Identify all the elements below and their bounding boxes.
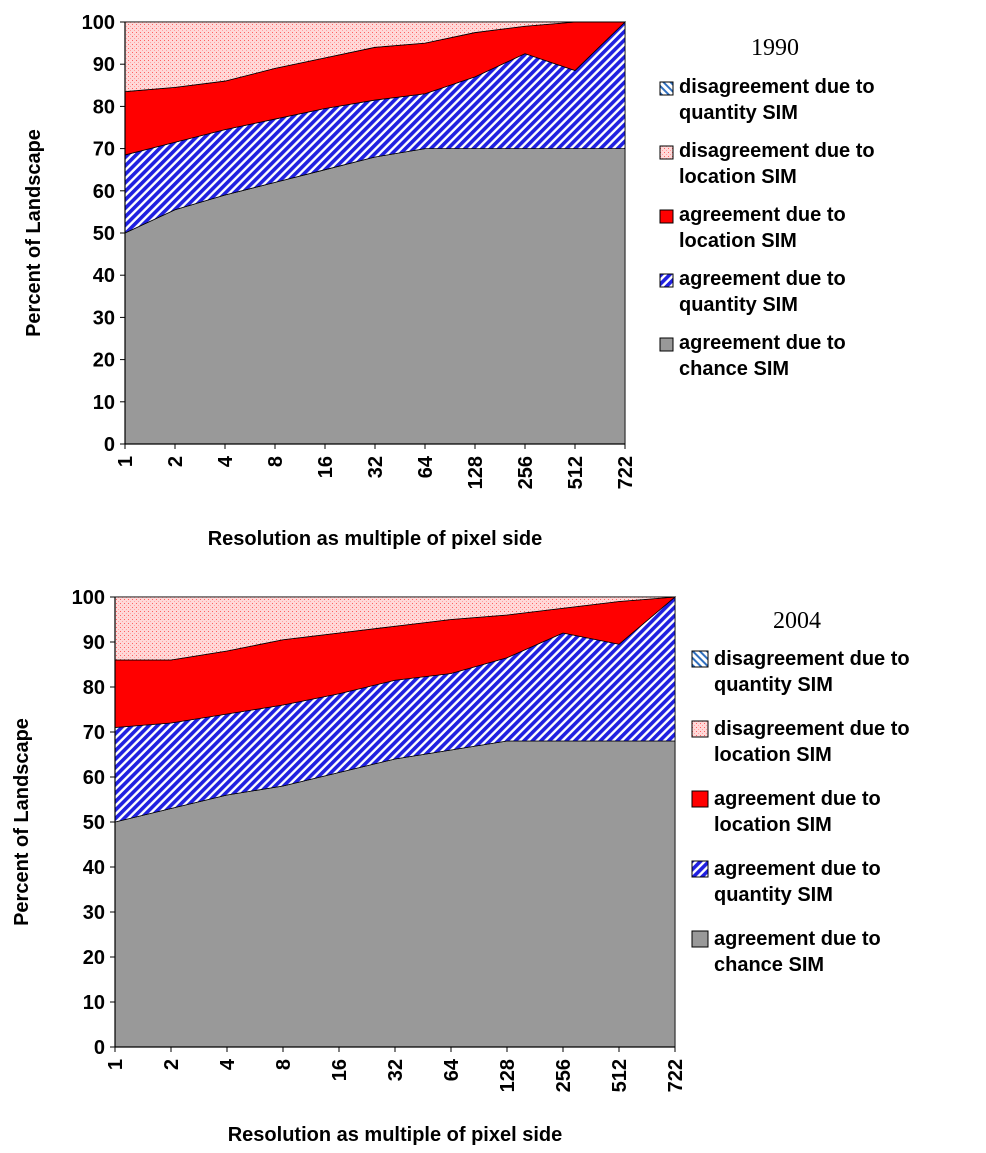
y-tick-label: 10	[83, 992, 105, 1014]
y-tick-label: 70	[93, 139, 115, 161]
y-tick-label: 60	[93, 181, 115, 203]
legend-swatch-chance	[659, 337, 674, 352]
legend-label: disagreement due to	[714, 718, 910, 740]
y-tick-label: 50	[93, 223, 115, 245]
legend-label: agreement due to	[679, 204, 846, 226]
y-tick-label: 50	[83, 812, 105, 834]
legend-label: agreement due to	[714, 858, 881, 880]
y-axis-label: Percent of Landscape	[23, 129, 45, 337]
y-tick-label: 80	[83, 677, 105, 699]
y-tick-label: 90	[93, 54, 115, 76]
x-tick-label: 2	[161, 1059, 183, 1070]
chart-2004: 0 10 20 30 40 50 60 70 80 90 100 1 2 4 8 16 32 64 128 256 51…	[11, 587, 910, 1146]
legend-label: agreement due to	[679, 268, 846, 290]
legend-label: quantity SIM	[714, 884, 833, 906]
y-tick-label: 70	[83, 722, 105, 744]
x-tick-label: 128	[497, 1059, 519, 1092]
area-location-disagreement	[114, 596, 676, 661]
x-axis-label: Resolution as multiple of pixel side	[228, 1124, 563, 1146]
x-tick-label: 512	[565, 456, 587, 489]
y-tick-label: 80	[93, 96, 115, 118]
x-tick-label: 512	[609, 1059, 631, 1092]
legend-label: disagreement due to	[679, 76, 875, 98]
legend-label: location SIM	[714, 814, 832, 836]
y-tick-label: 40	[93, 265, 115, 287]
x-tick-label: 8	[273, 1059, 295, 1070]
legend-label: location SIM	[679, 230, 797, 252]
legend-label: disagreement due to	[714, 648, 910, 670]
legend-label: location SIM	[714, 744, 832, 766]
legend-label: agreement due to	[679, 332, 846, 354]
x-tick-label: 1	[105, 1059, 127, 1070]
y-tick-label: 0	[94, 1037, 105, 1059]
y-tick-label: 20	[83, 947, 105, 969]
x-tick-label: 4	[217, 1058, 239, 1070]
x-tick-label: 32	[365, 456, 387, 478]
y-tick-label: 60	[83, 767, 105, 789]
chart-1990: 0 10 20 30 40 50 60 70 80 90 100 1 2 4 8 16 32 64 128 256 51…	[23, 12, 875, 550]
legend-label: disagreement due to	[679, 140, 875, 162]
legend-swatch-location-agreement	[659, 209, 674, 224]
legend-swatch-location-agreement	[691, 790, 709, 808]
x-tick-label: 256	[553, 1059, 575, 1092]
x-axis-label: Resolution as multiple of pixel side	[208, 528, 543, 550]
x-tick-label: 722	[665, 1059, 687, 1092]
x-tick-label: 16	[329, 1059, 351, 1081]
x-tick-label: 64	[441, 1058, 463, 1081]
legend-label: agreement due to	[714, 788, 881, 810]
legend-label: quantity SIM	[714, 674, 833, 696]
x-tick-label: 128	[465, 456, 487, 489]
legend-label: quantity SIM	[679, 102, 798, 124]
legend-swatch-location-disagreement	[691, 720, 709, 738]
legend-swatch-location-disagreement	[659, 145, 674, 160]
area-location-disagreement	[124, 21, 625, 93]
legend-label: agreement due to	[714, 928, 881, 950]
legend-label: quantity SIM	[679, 294, 798, 316]
legend-label: location SIM	[679, 166, 797, 188]
chart-title: 1990	[751, 35, 799, 61]
legend-label: chance SIM	[679, 358, 789, 380]
y-tick-label: 30	[83, 902, 105, 924]
x-tick-label: 2	[165, 456, 187, 467]
legend-swatch-quantity	[691, 860, 709, 878]
y-tick-label: 10	[93, 392, 115, 414]
legend-swatch-quantity	[659, 273, 674, 288]
x-tick-label: 722	[615, 456, 637, 489]
x-tick-label: 256	[515, 456, 537, 489]
x-tick-label: 64	[415, 455, 437, 478]
chart-title: 2004	[773, 608, 821, 634]
y-tick-label: 0	[104, 434, 115, 456]
x-tick-label: 1	[115, 456, 137, 467]
x-tick-label: 4	[215, 455, 237, 467]
y-tick-label: 20	[93, 350, 115, 372]
legend-label: chance SIM	[714, 954, 824, 976]
y-tick-label: 90	[83, 632, 105, 654]
y-tick-label: 30	[93, 307, 115, 329]
y-tick-label: 100	[82, 12, 115, 34]
x-tick-label: 16	[315, 456, 337, 478]
x-tick-label: 8	[265, 456, 287, 467]
x-tick-label: 32	[385, 1059, 407, 1081]
legend-swatch-quantity-disagreement	[659, 81, 674, 96]
legend-swatch-chance	[691, 930, 709, 948]
y-tick-label: 100	[72, 587, 105, 609]
legend-swatch-quantity-disagreement	[691, 650, 709, 668]
y-axis-label: Percent of Landscape	[11, 718, 33, 926]
y-tick-label: 40	[83, 857, 105, 879]
